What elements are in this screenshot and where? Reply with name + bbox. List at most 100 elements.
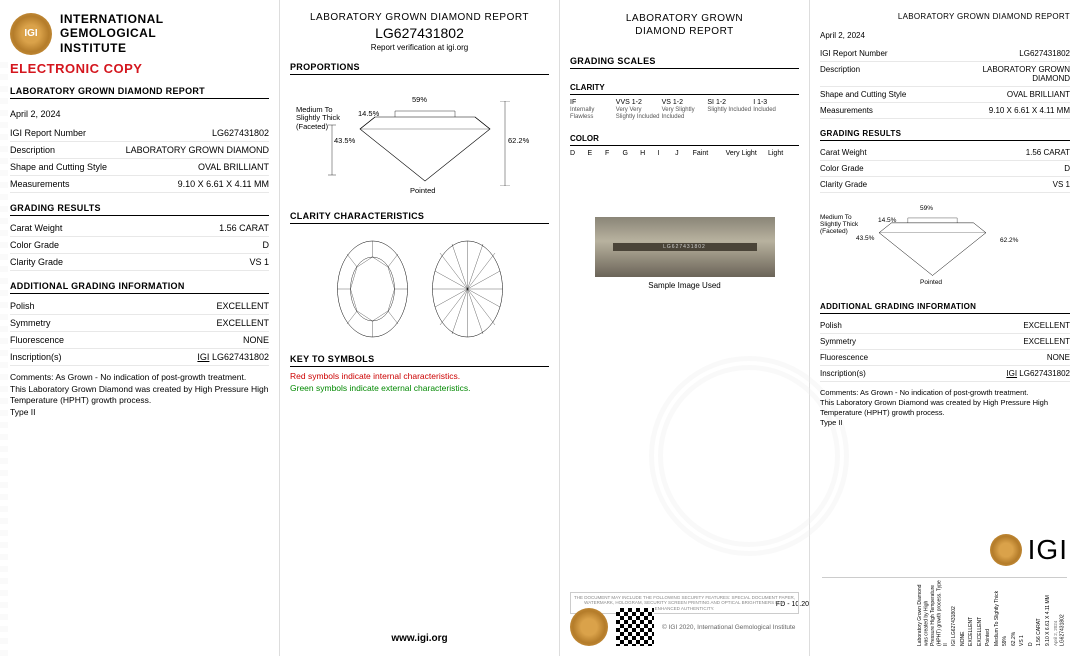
col4-title: LABORATORY GROWN DIAMOND REPORT (820, 12, 1070, 21)
clarity-ovals (290, 239, 549, 339)
label: Symmetry (10, 318, 51, 328)
pavilion-bracket-icon (328, 113, 336, 181)
row-clarity: Clarity Grade VS 1 (10, 254, 269, 271)
c4-comments: Comments: As Grown - No indication of po… (820, 388, 1070, 429)
column-2: LABORATORY GROWN DIAMOND REPORT LG627431… (280, 0, 560, 656)
institute-line3: INSTITUTE (60, 41, 164, 55)
color-scale-row: D E F G H I J Faint Very Light Light (570, 150, 799, 157)
clarity-desc-row: Internally Flawless Very Very Slightly I… (570, 107, 799, 120)
label: Color Grade (10, 240, 59, 250)
color-scale-header: COLOR (570, 134, 799, 146)
label: Shape and Cutting Style (10, 162, 107, 172)
seal-icon (570, 608, 608, 646)
col4-date: April 2, 2024 (820, 31, 1070, 40)
c4-row-measurements: Measurements 9.10 X 6.61 X 4.11 MM (820, 103, 1070, 119)
label: Inscription(s) (10, 352, 62, 362)
oval-bottom-view-icon (430, 239, 505, 339)
c4-row-color: Color Grade D (820, 161, 1070, 177)
igi-seal-icon: IGI (10, 13, 52, 55)
value: D (263, 240, 270, 250)
culet-label: Pointed (410, 186, 435, 195)
value: LG627431802 (212, 128, 269, 138)
c4-row-carat: Carat Weight 1.56 CARAT (820, 145, 1070, 161)
c4-row-description: Description LABORATORY GROWN DIAMOND (820, 62, 1070, 87)
report-title: LABORATORY GROWN DIAMOND REPORT (10, 86, 269, 99)
label: Description (10, 145, 55, 155)
row-measurements: Measurements 9.10 X 6.61 X 4.11 MM (10, 176, 269, 193)
sample-image: LG627431802 (595, 217, 775, 277)
key-text-block: Red symbols indicate internal characteri… (290, 371, 549, 395)
proportions-diagram: 59% Medium To Slightly Thick (Faceted) 1… (290, 81, 549, 201)
col2-report-number: LG627431802 (290, 25, 549, 41)
label: Fluorescence (10, 335, 64, 345)
igi-seal-small-icon (990, 534, 1022, 566)
value: VS 1 (249, 257, 269, 267)
c4-grading-title: GRADING RESULTS (820, 129, 1070, 141)
crown-pct: 14.5% (358, 109, 379, 118)
inscription-photo-text: LG627431802 (613, 243, 757, 251)
clarity-scale-row: IF VVS 1-2 VS 1-2 SI 1-2 I 1-3 (570, 99, 799, 106)
row-report-number: IGI Report Number LG627431802 (10, 125, 269, 142)
report-date: April 2, 2024 (10, 109, 269, 119)
key-red-text: Red symbols indicate internal characteri… (290, 371, 549, 383)
row-inscription: Inscription(s) IGI LG627431802 (10, 349, 269, 366)
label: Polish (10, 301, 35, 311)
c4-row-inscription: Inscription(s) IGI LG627431802 (820, 366, 1070, 382)
depth-bracket-icon (500, 101, 510, 186)
table-pct: 59% (412, 95, 427, 104)
c4-row-fluorescence: Fluorescence NONE (820, 350, 1070, 366)
sample-caption: Sample Image Used (570, 281, 799, 290)
row-fluorescence: Fluorescence NONE (10, 332, 269, 349)
label: Measurements (10, 179, 70, 189)
header-logo-row: IGI INTERNATIONAL GEMOLOGICAL INSTITUTE (10, 12, 269, 55)
column-3: LABORATORY GROWN DIAMOND REPORT GRADING … (560, 0, 810, 656)
row-shape: Shape and Cutting Style OVAL BRILLIANT (10, 159, 269, 176)
copyright-text: © IGI 2020, International Gemological In… (662, 624, 795, 631)
igi-logo-text: IGI (1028, 534, 1068, 566)
grading-scales-title: GRADING SCALES (570, 56, 799, 69)
value: 1.56 CARAT (219, 223, 269, 233)
comments-block: Comments: As Grown - No indication of po… (10, 372, 269, 418)
mini-proportions-diagram: 59% Medium To Slightly Thick (Faceted) 1… (820, 197, 1070, 292)
pavilion-pct: 43.5% (334, 136, 355, 145)
row-color: Color Grade D (10, 237, 269, 254)
depth-pct: 62.2% (508, 136, 529, 145)
c4-row-shape: Shape and Cutting Style OVAL BRILLIANT (820, 87, 1070, 103)
column-1: IGI INTERNATIONAL GEMOLOGICAL INSTITUTE … (0, 0, 280, 656)
row-polish: Polish EXCELLENT (10, 298, 269, 315)
rotated-summary-strip: April 2, 2024LG627431802 9.10 X 6.61 X 4… (822, 577, 1067, 648)
c4-row-report-number: IGI Report Number LG627431802 (820, 46, 1070, 62)
column-4: LABORATORY GROWN DIAMOND REPORT April 2,… (810, 0, 1080, 656)
col2-title: LABORATORY GROWN DIAMOND REPORT (290, 12, 549, 23)
value: 9.10 X 6.61 X 4.11 MM (178, 179, 269, 189)
institute-name: INTERNATIONAL GEMOLOGICAL INSTITUTE (60, 12, 164, 55)
col3-title: LABORATORY GROWN DIAMOND REPORT (570, 12, 799, 38)
value: LABORATORY GROWN DIAMOND (126, 145, 269, 155)
girdle-desc: Medium To Slightly Thick (Faceted) (296, 106, 346, 131)
value: EXCELLENT (216, 318, 269, 328)
key-green-text: Green symbols indicate external characte… (290, 383, 549, 395)
c4-row-symmetry: Symmetry EXCELLENT (820, 334, 1070, 350)
c4-row-polish: Polish EXCELLENT (820, 318, 1070, 334)
row-symmetry: Symmetry EXCELLENT (10, 315, 269, 332)
grading-results-title: GRADING RESULTS (10, 203, 269, 216)
label: IGI Report Number (10, 128, 86, 138)
c4-additional-title: ADDITIONAL GRADING INFORMATION (820, 302, 1070, 314)
electronic-copy-label: ELECTRONIC COPY (10, 61, 269, 76)
value: IGI LG627431802 (197, 352, 269, 362)
institute-line1: INTERNATIONAL (60, 12, 164, 26)
additional-info-title: ADDITIONAL GRADING INFORMATION (10, 281, 269, 294)
oval-top-view-icon (335, 239, 410, 339)
watermark-stripe (0, 60, 8, 656)
institute-line2: GEMOLOGICAL (60, 26, 164, 40)
label: Carat Weight (10, 223, 62, 233)
value: NONE (243, 335, 269, 345)
c4-row-clarity: Clarity Grade VS 1 (820, 177, 1070, 193)
report-container: IGI INTERNATIONAL GEMOLOGICAL INSTITUTE … (0, 0, 1080, 656)
key-title: KEY TO SYMBOLS (290, 354, 549, 367)
label: Clarity Grade (10, 257, 63, 267)
value: OVAL BRILLIANT (198, 162, 269, 172)
website-footer: www.igi.org (280, 633, 559, 644)
proportions-title: PROPORTIONS (290, 62, 549, 75)
row-description: Description LABORATORY GROWN DIAMOND (10, 142, 269, 159)
